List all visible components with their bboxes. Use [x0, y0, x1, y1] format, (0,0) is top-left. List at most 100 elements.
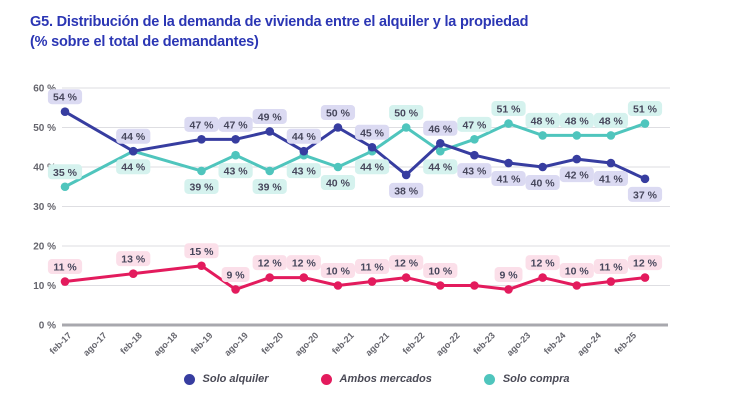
data-label-bg-ambos-mercados	[494, 266, 523, 282]
data-label-solo-compra: 44 %	[360, 162, 385, 174]
data-label-bg-ambos-mercados	[286, 255, 321, 271]
data-label-solo-alquiler: 47 %	[190, 119, 215, 131]
data-label-ambos-mercados: 11 %	[53, 262, 77, 274]
data-label-bg-solo-compra	[491, 101, 526, 117]
data-point-solo-compra	[197, 166, 206, 176]
data-label-bg-solo-compra	[457, 116, 492, 132]
data-label-solo-alquiler: 50 %	[326, 108, 351, 120]
data-label-bg-solo-compra	[286, 163, 321, 179]
data-point-solo-compra	[470, 135, 479, 144]
data-label-bg-ambos-mercados	[593, 259, 628, 275]
data-label-solo-alquiler: 54 %	[53, 92, 78, 104]
chart-legend: Solo alquiler Ambos mercados Solo compra	[0, 373, 753, 385]
x-tick-label: feb-22	[401, 330, 427, 356]
data-point-ambos-mercados	[435, 281, 445, 290]
data-label-bg-ambos-mercados	[559, 263, 594, 278]
data-point-ambos-mercados	[265, 273, 275, 282]
series-line-solo-alquiler	[63, 110, 647, 181]
data-point-solo-alquiler	[606, 158, 616, 168]
data-point-ambos-mercados	[333, 281, 343, 290]
data-label-solo-compra: 40 %	[326, 178, 351, 190]
data-point-solo-alquiler	[640, 174, 650, 184]
series-line-solo-compra	[63, 122, 647, 189]
chart-title-line2: (% sobre el total de demandantes)	[30, 34, 259, 50]
chart-title: G5. Distribución de la demanda de vivien…	[30, 12, 733, 52]
x-tick-label: feb-20	[259, 330, 285, 356]
data-label-bg-solo-compra	[559, 112, 594, 128]
data-label-solo-compra: 50 %	[394, 108, 419, 120]
data-label-solo-alquiler: 45 %	[360, 127, 385, 139]
data-label-bg-solo-alquiler	[627, 186, 663, 202]
data-label-ambos-mercados: 9 %	[499, 269, 518, 281]
data-point-solo-alquiler	[401, 170, 411, 180]
data-label-solo-compra: 35 %	[53, 167, 78, 179]
data-point-solo-compra	[401, 123, 411, 132]
data-point-solo-compra	[640, 119, 650, 128]
legend-label-solo-alquiler: Solo alquiler	[202, 373, 269, 385]
data-label-solo-alquiler: 38 %	[394, 185, 419, 197]
data-point-ambos-mercados	[538, 273, 547, 282]
data-label-solo-compra: 47 %	[462, 119, 487, 131]
data-label-bg-ambos-mercados	[47, 259, 83, 275]
y-tick-label: 0 %	[39, 321, 56, 332]
data-label-bg-ambos-mercados	[320, 263, 356, 278]
data-label-ambos-mercados: 10 %	[428, 266, 453, 278]
legend-item-solo-compra: Solo compra	[483, 373, 570, 385]
data-point-solo-alquiler	[333, 123, 343, 132]
data-label-solo-compra: 39 %	[258, 181, 283, 193]
data-label-solo-alquiler: 41 %	[497, 174, 522, 186]
data-label-bg-ambos-mercados	[389, 255, 424, 271]
y-tick-label: 30 %	[33, 202, 56, 213]
x-tick-label: ago-23	[505, 330, 533, 358]
data-point-solo-alquiler	[128, 146, 138, 156]
data-label-bg-solo-compra	[252, 178, 287, 194]
x-tick-label: feb-23	[471, 330, 497, 356]
data-label-ambos-mercados: 15 %	[190, 246, 215, 258]
x-tick-label: ago-21	[364, 330, 392, 358]
data-label-bg-solo-alquiler	[457, 163, 492, 179]
x-tick-label: feb-21	[330, 330, 356, 356]
data-label-bg-solo-compra	[354, 159, 390, 175]
data-label-bg-solo-compra	[627, 101, 663, 117]
data-point-ambos-mercados	[504, 285, 513, 294]
x-tick-label: ago-17	[81, 330, 109, 358]
data-point-solo-alquiler	[231, 135, 240, 144]
data-label-bg-solo-compra	[218, 163, 253, 179]
y-tick-label: 50 %	[33, 123, 56, 134]
data-label-bg-solo-alquiler	[559, 167, 594, 183]
legend-label-solo-compra: Solo compra	[502, 373, 570, 385]
data-label-solo-alquiler: 44 %	[121, 131, 146, 143]
data-point-ambos-mercados	[231, 285, 240, 294]
x-tick-label: ago-22	[434, 330, 462, 358]
data-label-solo-compra: 48 %	[565, 115, 590, 127]
data-point-solo-compra	[606, 131, 616, 140]
legend-dot-solo-alquiler-icon	[183, 373, 195, 385]
data-point-solo-compra	[333, 162, 343, 172]
data-label-bg-solo-alquiler	[525, 175, 560, 190]
data-label-bg-solo-alquiler	[252, 108, 287, 124]
legend-dot-ambos-mercados-icon	[320, 373, 332, 385]
y-tick-label: 20 %	[33, 242, 56, 253]
x-tick-label: feb-19	[189, 330, 215, 356]
data-label-bg-ambos-mercados	[252, 255, 287, 271]
data-point-solo-alquiler	[299, 146, 309, 156]
data-label-solo-compra: 48 %	[531, 115, 556, 127]
y-tick-label: 60 %	[33, 84, 56, 95]
data-point-solo-compra	[572, 131, 582, 140]
x-tick-label: feb-25	[612, 330, 638, 356]
data-label-solo-alquiler: 37 %	[633, 189, 658, 201]
data-point-solo-alquiler	[504, 158, 513, 168]
x-tick-label: ago-18	[152, 330, 180, 358]
y-tick-label: 40 %	[33, 163, 56, 174]
data-label-bg-ambos-mercados	[221, 266, 250, 282]
data-point-solo-compra	[231, 150, 240, 160]
data-label-solo-compra: 51 %	[633, 104, 658, 116]
x-tick-label: ago-19	[222, 330, 250, 358]
data-label-bg-solo-compra	[525, 112, 560, 128]
chart-title-line1: G5. Distribución de la demanda de vivien…	[30, 14, 529, 30]
x-tick-label: ago-24	[575, 330, 603, 358]
data-label-bg-solo-compra	[320, 175, 356, 190]
data-label-bg-ambos-mercados	[627, 255, 663, 271]
data-point-ambos-mercados	[128, 269, 138, 278]
data-point-solo-alquiler	[572, 154, 582, 164]
